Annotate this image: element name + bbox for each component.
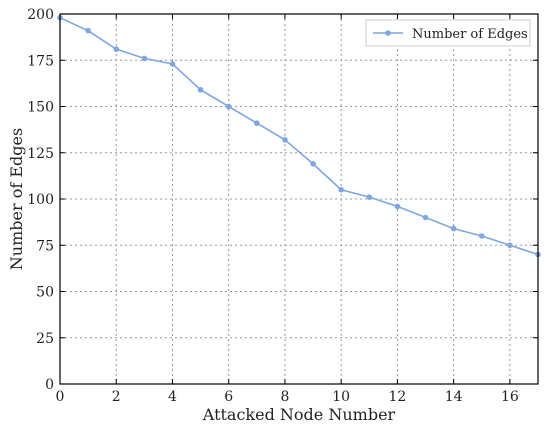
y-tick-label: 150 <box>27 100 54 116</box>
data-point <box>225 103 232 110</box>
legend-marker <box>385 30 391 36</box>
x-tick-label: 12 <box>388 389 406 405</box>
data-point <box>422 214 429 221</box>
series-line <box>59 16 539 256</box>
data-point <box>507 242 513 249</box>
legend: Number of Edges <box>365 19 531 47</box>
y-tick-labels: 0 25 50 75 100 125 150 175 200 <box>27 7 54 393</box>
y-tick-label: 75 <box>36 238 54 254</box>
data-point <box>394 203 401 210</box>
series-layer <box>57 14 541 258</box>
x-tick-label: 2 <box>112 389 121 405</box>
x-tick-label: 16 <box>501 389 519 405</box>
x-tick-label: 0 <box>56 389 65 405</box>
legend-label: Number of Edges <box>412 27 528 42</box>
data-point <box>169 61 176 67</box>
data-point <box>197 87 204 93</box>
y-tick-label: 100 <box>27 192 54 208</box>
x-tick-label: 10 <box>332 389 350 405</box>
data-point <box>85 27 91 34</box>
x-tick-labels: 0 2 4 6 8 10 12 14 16 <box>56 389 519 405</box>
data-point <box>450 225 457 232</box>
y-tick-label: 200 <box>27 7 54 23</box>
y-tick-label: 25 <box>36 331 54 347</box>
x-tick-label: 6 <box>224 389 233 405</box>
data-point <box>254 120 260 126</box>
y-axis-title: Number of Edges <box>7 128 26 270</box>
data-point <box>338 186 344 193</box>
grid-lines <box>60 14 538 384</box>
x-axis-title: Attacked Node Number <box>202 405 396 424</box>
x-tick-label: 8 <box>280 389 289 405</box>
data-point <box>141 55 148 62</box>
x-tick-label: 14 <box>445 389 463 405</box>
data-point <box>478 233 485 239</box>
plot-frame <box>59 13 539 385</box>
data-point <box>310 161 316 167</box>
data-point <box>282 137 288 143</box>
data-point <box>113 46 120 52</box>
y-tick-label: 0 <box>45 377 54 393</box>
x-tick-label: 4 <box>168 389 177 405</box>
y-tick-label: 175 <box>27 53 54 69</box>
data-point <box>366 194 373 200</box>
y-tick-label: 125 <box>27 146 54 162</box>
y-tick-label: 50 <box>36 285 54 301</box>
